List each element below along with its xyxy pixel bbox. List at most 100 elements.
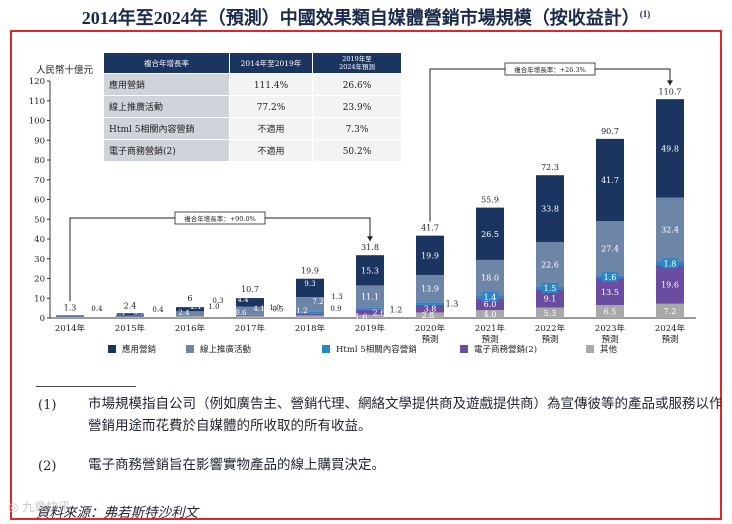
bar-segment — [236, 306, 264, 315]
data-label-box — [482, 291, 498, 302]
data-label-box — [542, 283, 558, 294]
bar-segment — [416, 235, 444, 275]
table-cell-text: 7.3% — [346, 125, 369, 135]
legend-label: 線上推廣活動 — [200, 344, 251, 355]
y-tick-label: 10 — [34, 294, 45, 304]
table-cell — [104, 140, 229, 161]
bar-segment — [356, 314, 384, 318]
data-label: 1.8 — [664, 259, 677, 268]
data-label: 13.5 — [601, 288, 619, 297]
table-cell — [104, 96, 229, 117]
table-header-text: 2014年至2019年 — [241, 58, 302, 68]
data-source: 資料來源：弗若斯特沙利文 — [36, 505, 198, 521]
data-label: 15.3 — [361, 266, 379, 275]
data-label: 4.4 — [237, 296, 249, 304]
table-header-cell — [104, 53, 229, 73]
bar-segment — [596, 278, 624, 306]
bar-segment — [236, 298, 264, 307]
data-label: 0.3 — [212, 297, 223, 305]
bar-segment — [356, 307, 384, 310]
table-cell-text: Html 5相關內容營銷 — [109, 123, 194, 135]
y-tick-label: 40 — [34, 235, 45, 245]
bar-segment — [656, 265, 684, 304]
bar-segment — [536, 307, 564, 318]
x-tick-label: 2020年 — [415, 323, 446, 334]
y-tick-label: 30 — [34, 255, 45, 265]
bar-segment — [536, 241, 564, 287]
table-cell-text: 線上推廣活動 — [109, 101, 163, 113]
data-label: 2.4 — [178, 309, 190, 317]
bar-segment — [596, 221, 624, 276]
bar-segment — [56, 317, 84, 319]
bar-segment — [296, 278, 324, 298]
bar-segment — [356, 309, 384, 315]
x-tick-label: 2021年 — [475, 323, 506, 334]
bar-segment — [296, 311, 324, 314]
bar-segment — [476, 259, 504, 296]
data-label: 9.3 — [304, 280, 315, 288]
data-label: 32.4 — [661, 226, 679, 235]
y-tick-label: 80 — [34, 156, 45, 166]
x-tick-label: 2019年 — [355, 323, 386, 334]
table-cell — [104, 74, 229, 95]
data-label: 1.4 — [484, 293, 497, 302]
cagr-badge-label: 複合年增長率：+26.3% — [514, 65, 586, 74]
chart-title: 2014年至2024年（預測）中國效果類自媒體營銷市場規模（按收益計）(1) — [81, 8, 651, 28]
x-tick-label: 預測 — [541, 334, 558, 345]
table-header-text: 2024年預測 — [339, 62, 375, 71]
bar-segment — [656, 197, 684, 262]
bar-segment — [356, 255, 384, 286]
table-cell — [313, 118, 401, 139]
footnote-1-number: (1) — [38, 398, 57, 413]
cagr-badge-label: 複合年增長率：+90.0% — [184, 214, 256, 223]
data-label-box — [662, 258, 678, 269]
x-tick-label: 2016年 — [175, 323, 206, 334]
x-tick-label: 2022年 — [535, 323, 566, 334]
watermark: ◎ 九章快讯 — [8, 500, 71, 514]
data-label: 5.3 — [544, 309, 557, 318]
y-tick-label: 0 — [40, 314, 45, 324]
bar-segment — [416, 274, 444, 303]
cagr-bracket-line — [69, 217, 371, 302]
footnote-divider — [36, 386, 136, 387]
x-tick-label: 2024年 — [655, 323, 686, 334]
table-cell — [104, 118, 229, 139]
table-cell — [230, 96, 312, 117]
data-label: 11.1 — [361, 292, 379, 301]
bar-segment — [476, 207, 504, 260]
data-label: 4.0 — [484, 310, 497, 319]
data-label: 2.8 — [422, 311, 435, 320]
x-tick-label: 預測 — [661, 334, 678, 345]
bar-segment — [176, 316, 204, 318]
total-label: 41.7 — [421, 224, 439, 233]
y-tick-label: 20 — [34, 275, 45, 285]
data-label: 4.1 — [253, 305, 264, 313]
data-label: 0.4 — [91, 305, 103, 313]
legend-swatch — [186, 345, 194, 353]
data-label: 22.6 — [541, 260, 559, 269]
data-label: 1.0 — [269, 304, 280, 312]
total-label: 10.7 — [241, 285, 259, 294]
total-label: 19.9 — [301, 267, 319, 276]
legend-swatch — [586, 345, 594, 353]
total-label: 90.7 — [601, 127, 619, 136]
bar-segment — [536, 289, 564, 308]
table-cell-text: 電子商務營銷(2) — [109, 145, 176, 157]
total-label: 31.8 — [361, 243, 379, 252]
bar-segment — [176, 307, 204, 312]
footnote-1-text: 市場規模指自公司（例如廣告主、營銷代理、網絡文學提供商及遊戲提供商）為宣傳彼等的… — [88, 396, 723, 434]
total-label: 110.7 — [659, 87, 682, 96]
data-label: 1.2 — [390, 306, 403, 315]
bar-segment — [236, 314, 264, 317]
x-tick-label: 預測 — [421, 334, 438, 345]
y-tick-label: 60 — [34, 196, 45, 206]
bar-segment — [536, 175, 564, 242]
footnote-2-text: 電子商務營銷旨在影響實物產品的線上購買決定。 — [88, 457, 385, 473]
x-tick-label: 2017年 — [235, 323, 266, 334]
bar-segment — [656, 99, 684, 198]
table-cell-text: 23.9% — [343, 103, 372, 113]
data-label: 0.9 — [330, 305, 341, 313]
legend-swatch — [460, 345, 468, 353]
bar-segment — [296, 297, 324, 312]
data-label: 18.0 — [481, 274, 499, 283]
